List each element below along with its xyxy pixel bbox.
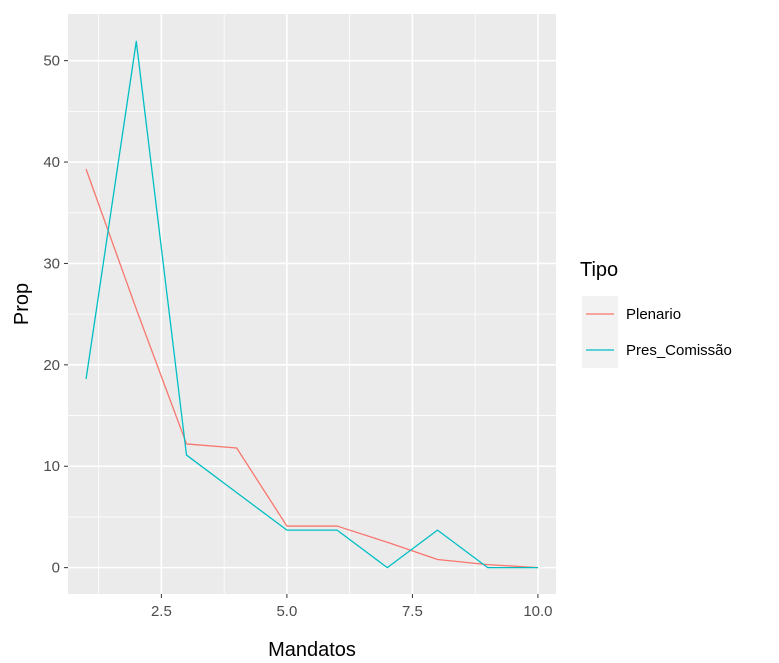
y-tick-label: 50 bbox=[43, 53, 60, 70]
panel-background bbox=[68, 14, 556, 594]
y-tick-label: 10 bbox=[43, 458, 60, 475]
series-line-pres-comissao bbox=[85, 40, 538, 569]
y-tick-label: 40 bbox=[43, 154, 60, 171]
series-line-plenario bbox=[85, 168, 538, 569]
legend-label-pres-comissao: Pres_Comissão bbox=[626, 342, 732, 359]
y-axis-ticks: 0 10 20 30 40 50 bbox=[43, 53, 68, 577]
x-tick-label: 2.5 bbox=[151, 603, 172, 620]
minor-gridlines bbox=[68, 14, 556, 594]
x-tick-label: 7.5 bbox=[402, 603, 423, 620]
y-tick-label: 20 bbox=[43, 357, 60, 374]
legend-title: Tipo bbox=[580, 259, 618, 281]
y-tick-label: 30 bbox=[43, 255, 60, 272]
x-tick-label: 5.0 bbox=[276, 603, 297, 620]
legend: Tipo Plenario Pres_Comissão bbox=[580, 259, 732, 368]
y-axis-title: Prop bbox=[11, 283, 33, 325]
legend-label-plenario: Plenario bbox=[626, 306, 681, 323]
x-axis-title: Mandatos bbox=[268, 639, 356, 661]
series-lines bbox=[85, 40, 538, 569]
y-tick-label: 0 bbox=[52, 560, 60, 577]
x-tick-label: 10.0 bbox=[523, 603, 552, 620]
x-axis-ticks: 2.5 5.0 7.5 10.0 bbox=[151, 594, 553, 620]
major-gridlines bbox=[68, 14, 556, 594]
